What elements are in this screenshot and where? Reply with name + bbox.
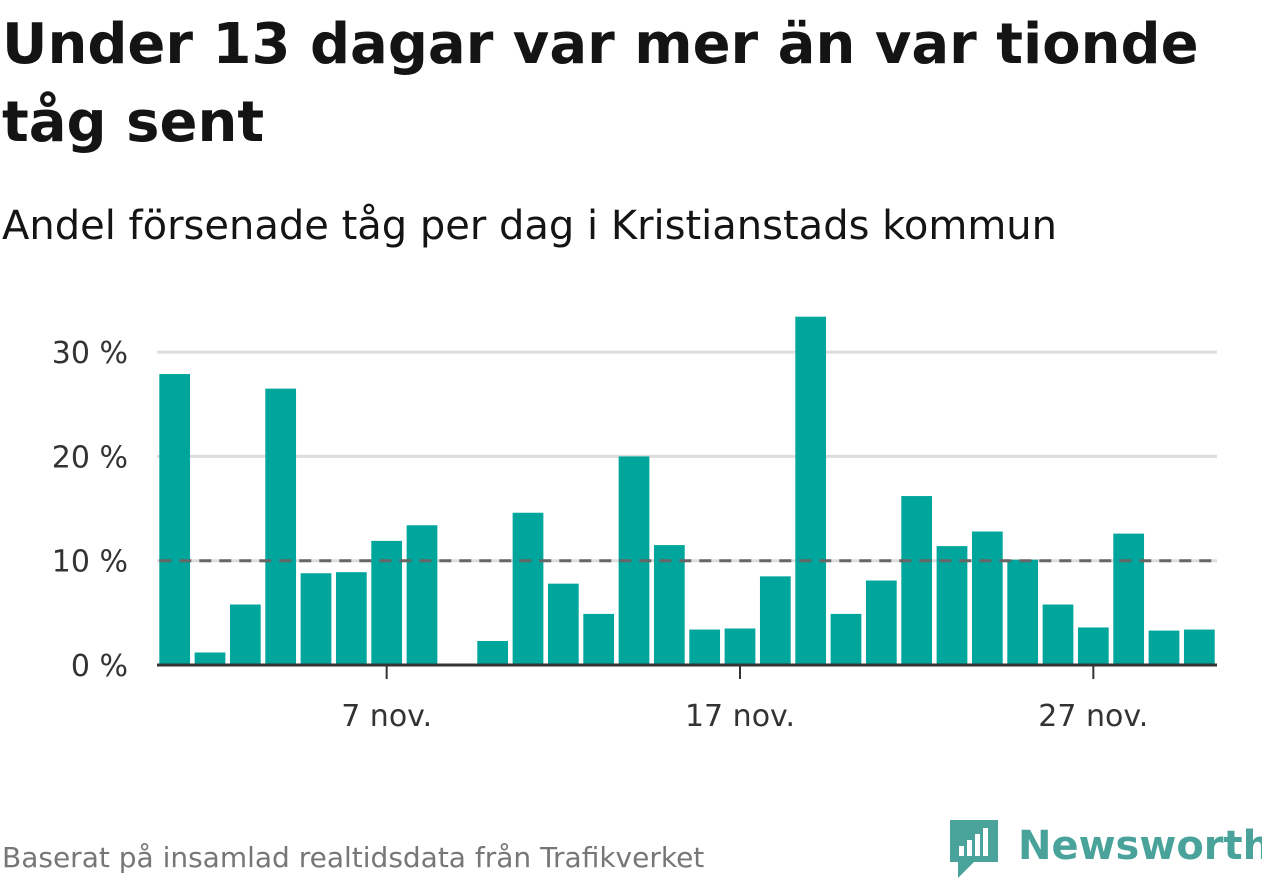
bar (724, 628, 756, 665)
bar (1113, 533, 1145, 665)
newsworthy-logo-icon (950, 820, 998, 878)
bar (759, 576, 791, 665)
y-tick-label: 0 % (71, 649, 128, 684)
bar (583, 613, 615, 665)
x-axis-tick-labels: 7 nov. 17 nov. 27 nov. (341, 665, 1148, 734)
bar (901, 496, 933, 665)
bar (1042, 604, 1074, 665)
bar (512, 512, 544, 665)
chart-subtitle: Andel försenade tåg per dag i Kristianst… (2, 203, 1057, 249)
bar (865, 580, 897, 665)
x-tick-label: 27 nov. (1038, 699, 1148, 734)
bar (300, 573, 332, 665)
x-tick-label: 17 nov. (685, 699, 795, 734)
x-tick-label: 7 nov. (341, 699, 432, 734)
bar (830, 613, 862, 665)
bar (335, 572, 367, 665)
bar (265, 388, 297, 665)
bar (1148, 630, 1180, 665)
bar (1077, 627, 1109, 665)
y-axis-tick-labels: 0 % 10 % 20 % 30 % (52, 336, 128, 684)
bar (1183, 629, 1215, 665)
bar (547, 583, 579, 665)
bar (229, 604, 261, 665)
bar (477, 641, 509, 665)
bar (936, 546, 968, 665)
brand-name: Newsworthy (1018, 823, 1262, 869)
bar (1007, 559, 1039, 665)
bar (689, 629, 721, 665)
y-tick-label: 20 % (52, 440, 128, 475)
y-tick-label: 10 % (52, 545, 128, 580)
bar (406, 525, 438, 665)
bar (795, 316, 827, 665)
bar (653, 545, 685, 665)
source-note: Baserat på insamlad realtidsdata från Tr… (2, 841, 705, 874)
bar (971, 531, 1003, 665)
bar-chart: 0 % 10 % 20 % 30 % 7 nov. 17 nov. 27 nov. (52, 316, 1217, 734)
chart-title: Under 13 dagar var mer än var tionde tåg… (2, 12, 1199, 155)
bars (159, 316, 1215, 665)
bar (194, 652, 226, 665)
y-tick-label: 30 % (52, 336, 128, 371)
grid-lines (157, 350, 1217, 563)
bar (159, 374, 191, 665)
